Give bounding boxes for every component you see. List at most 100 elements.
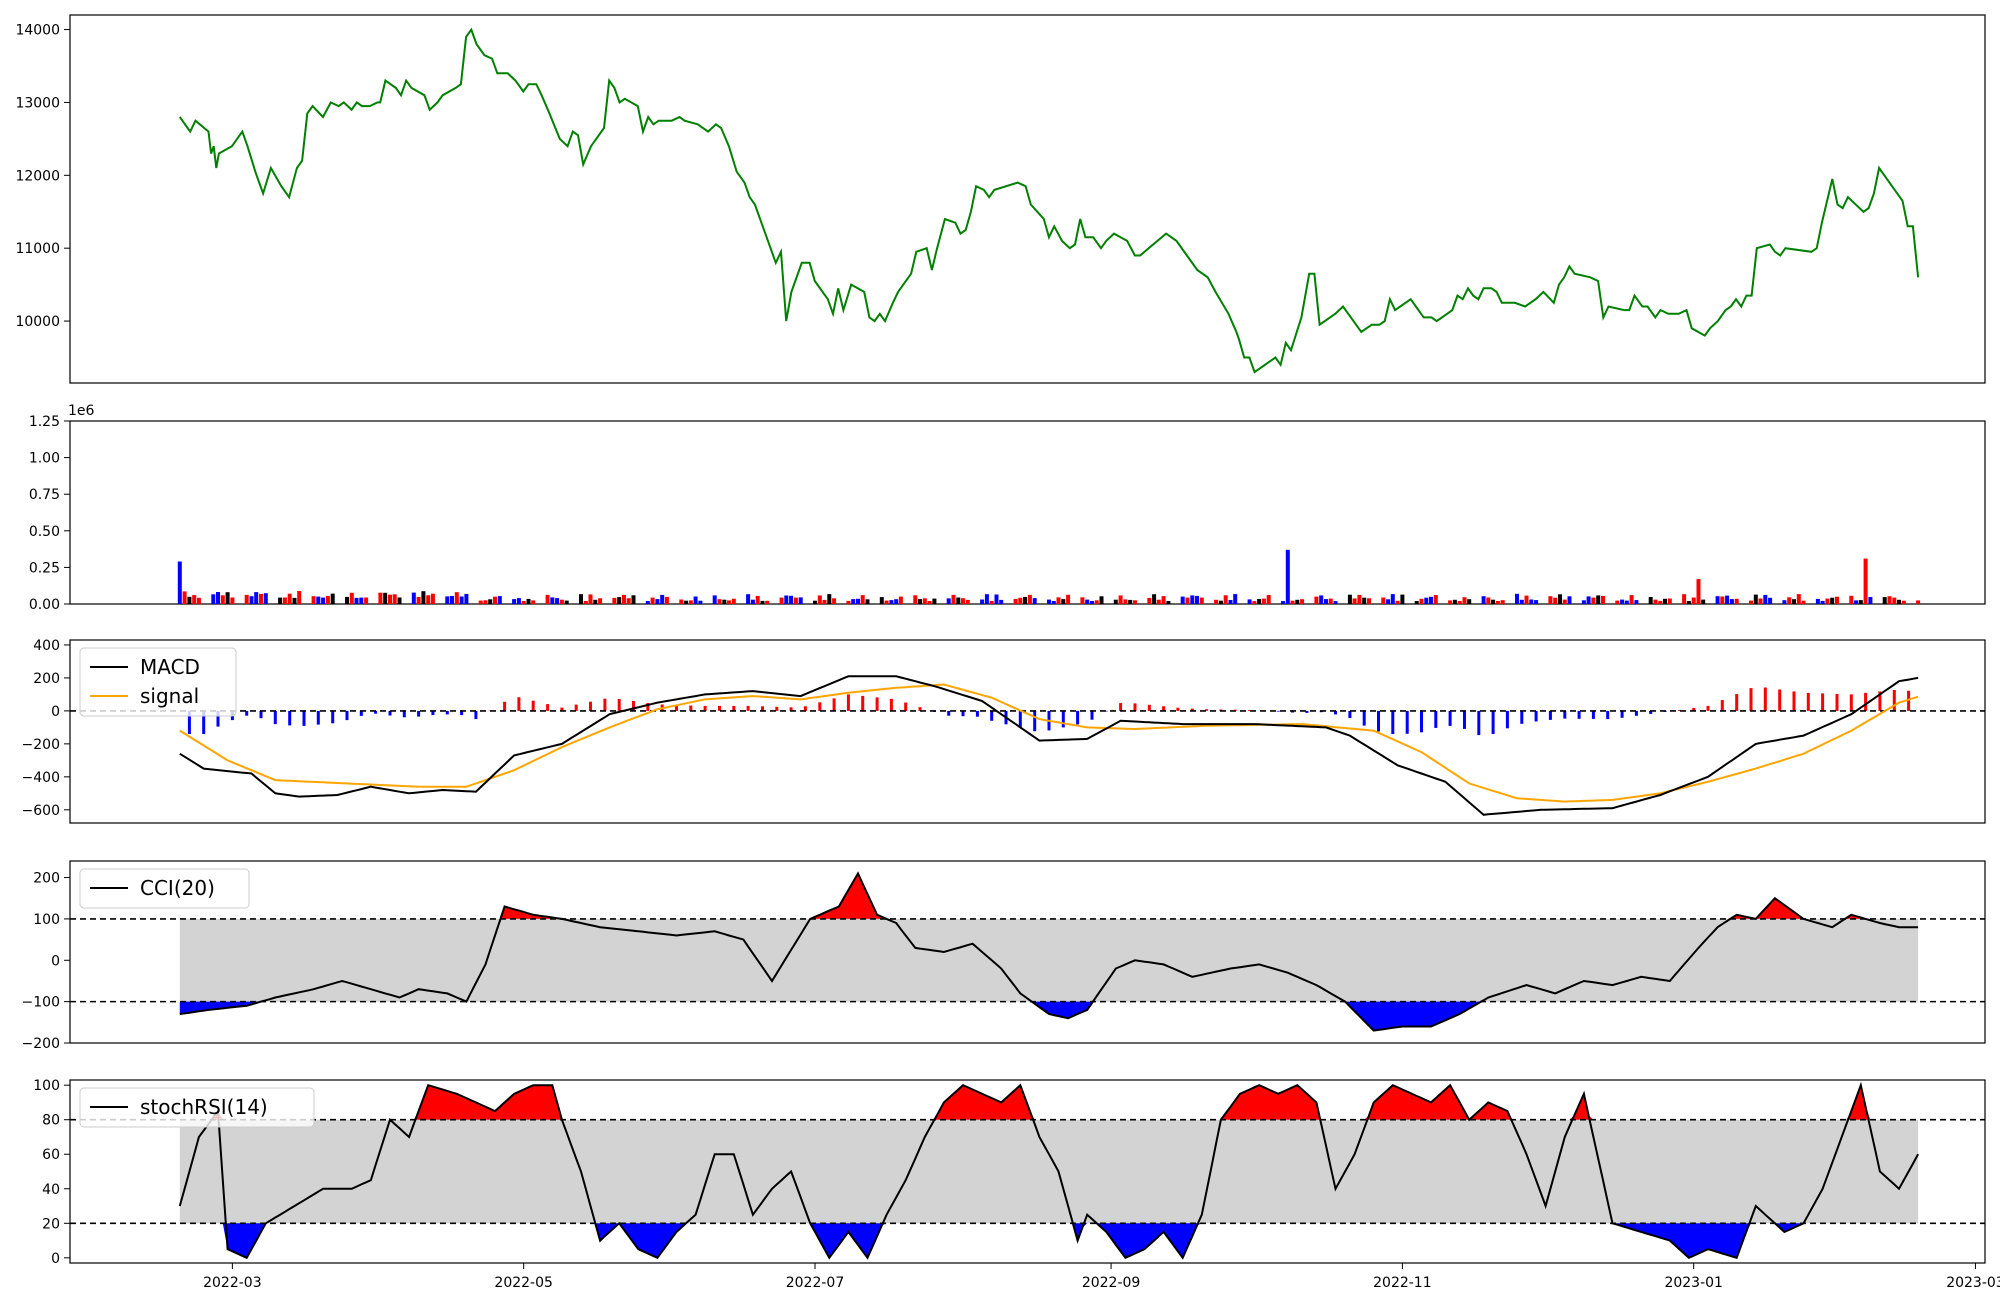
x-tick-label: 2023-01 bbox=[1664, 1275, 1723, 1291]
macd-histogram-bar bbox=[359, 710, 363, 716]
volume-bar bbox=[1720, 596, 1725, 604]
volume-bar bbox=[1467, 599, 1472, 604]
macd-histogram-bar bbox=[1620, 710, 1624, 718]
macd-histogram-bar bbox=[216, 710, 220, 727]
macd-histogram-bar bbox=[1548, 710, 1552, 720]
oversold-fill bbox=[179, 1223, 1919, 1258]
macd-histogram-bar bbox=[388, 710, 392, 716]
y-tick-label: −200 bbox=[22, 737, 60, 753]
volume-bar bbox=[1897, 599, 1901, 604]
volume-bar bbox=[1094, 600, 1099, 604]
volume-bar bbox=[531, 600, 536, 604]
volume-bar bbox=[1615, 600, 1620, 604]
macd-histogram-bar bbox=[1104, 710, 1108, 712]
volume-bar bbox=[1319, 595, 1324, 604]
volume-bar bbox=[1123, 599, 1128, 604]
volume-bar bbox=[278, 597, 283, 604]
volume-bar bbox=[1586, 596, 1591, 604]
macd-histogram-bar bbox=[1061, 710, 1065, 728]
volume-bar bbox=[545, 594, 550, 604]
x-tick-label: 2022-09 bbox=[1082, 1275, 1141, 1291]
volume-bar bbox=[617, 597, 622, 604]
volume-bar bbox=[1749, 600, 1753, 604]
macd-histogram-bar bbox=[331, 710, 335, 724]
volume-bar bbox=[1185, 597, 1190, 604]
macd-histogram-bar bbox=[1377, 710, 1380, 732]
volume-bar bbox=[416, 596, 421, 604]
volume-bar bbox=[918, 599, 922, 604]
volume-bar bbox=[1667, 598, 1672, 604]
volume-bar bbox=[851, 599, 856, 604]
volume-bar bbox=[965, 599, 970, 604]
panel-frame bbox=[69, 1079, 1986, 1264]
volume-bar bbox=[664, 596, 669, 604]
volume-bar bbox=[722, 599, 727, 604]
volume-bar bbox=[1515, 593, 1519, 604]
volume-bar bbox=[927, 601, 932, 604]
volume-bar bbox=[1066, 594, 1071, 604]
macd-histogram-bar bbox=[1821, 693, 1825, 711]
macd-panel: −600 −400 −200 0 200 400 MACD signal bbox=[22, 638, 1986, 824]
y-tick-label: 1.00 bbox=[29, 451, 60, 467]
volume-bar bbox=[684, 600, 688, 604]
volume-bar bbox=[750, 599, 755, 604]
macd-histogram-bar bbox=[1534, 710, 1538, 722]
macd-histogram-bar bbox=[1248, 710, 1252, 711]
legend-box bbox=[79, 1087, 315, 1128]
volume-bar bbox=[1486, 597, 1491, 604]
macd-histogram-bar bbox=[732, 705, 736, 711]
volume-bar bbox=[679, 599, 684, 604]
y-tick-label: 40 bbox=[42, 1182, 60, 1198]
volume-bar bbox=[388, 594, 392, 604]
macd-histogram-bar bbox=[1591, 710, 1595, 719]
volume-bar bbox=[1548, 596, 1553, 604]
macd-histogram-bar bbox=[1806, 692, 1810, 711]
oversold-fill bbox=[179, 1001, 1919, 1031]
volume-bar bbox=[1190, 595, 1195, 604]
volume-bar bbox=[1663, 598, 1667, 604]
volume-bar bbox=[688, 600, 693, 604]
macd-histogram-bar bbox=[746, 705, 750, 711]
volume-bar bbox=[1758, 598, 1763, 604]
volume-bar bbox=[1147, 597, 1152, 604]
volume-bar bbox=[827, 594, 832, 604]
volume-bar bbox=[464, 593, 469, 604]
volume-bar bbox=[650, 597, 655, 604]
volume-bar bbox=[1362, 597, 1367, 604]
y-tick-label: 20 bbox=[42, 1216, 60, 1232]
legend-label: signal bbox=[140, 684, 199, 708]
macd-histogram-bar bbox=[1563, 710, 1567, 719]
volume-bar bbox=[182, 591, 187, 604]
x-tick-label: 2022-11 bbox=[1373, 1275, 1432, 1291]
volume-bar bbox=[564, 600, 569, 604]
volume-bar bbox=[1352, 598, 1357, 604]
volume-bar bbox=[359, 597, 364, 604]
y-tick-label: −100 bbox=[22, 995, 60, 1011]
volume-bar bbox=[1333, 601, 1338, 604]
macd-histogram-bar bbox=[1147, 704, 1151, 711]
macd-histogram-bar bbox=[1190, 708, 1194, 711]
volume-bar bbox=[1367, 598, 1371, 604]
volume-bar bbox=[1013, 599, 1018, 604]
macd-histogram-bar bbox=[1033, 710, 1037, 732]
macd-histogram-bar bbox=[245, 710, 249, 716]
volume-bar bbox=[211, 594, 216, 604]
macd-histogram-bar bbox=[789, 707, 793, 711]
x-axis: 2022-03 2022-05 2022-07 2022-09 2022-11 2023-… bbox=[203, 1263, 2000, 1291]
volume-bar bbox=[287, 593, 292, 604]
macd-histogram-bar bbox=[1649, 710, 1653, 714]
y-tick-label: 10000 bbox=[15, 314, 60, 330]
volume-bar bbox=[1328, 598, 1333, 604]
volume-bar bbox=[497, 596, 502, 604]
volume-bar bbox=[493, 596, 497, 604]
volume-bar bbox=[1553, 597, 1558, 604]
volume-bar bbox=[1820, 600, 1825, 604]
macd-histogram-bar bbox=[1792, 691, 1796, 711]
volume-bar bbox=[779, 597, 784, 604]
volume-bar bbox=[1825, 598, 1830, 604]
macd-histogram-bar bbox=[574, 704, 578, 711]
macd-histogram-bar bbox=[990, 710, 994, 721]
volume-bar bbox=[282, 597, 287, 604]
macd-histogram-bar bbox=[1720, 700, 1724, 711]
macd-histogram-bar bbox=[1305, 710, 1309, 713]
